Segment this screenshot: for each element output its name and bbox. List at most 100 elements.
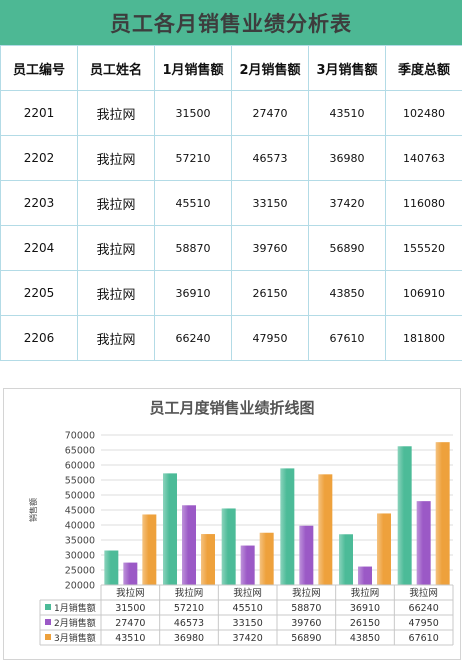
data-table-value: 66240 [409,603,439,614]
y-tick-label: 45000 [65,506,95,517]
bar-1-6 [397,446,412,585]
data-table-value: 58870 [291,603,321,614]
legend-key [45,604,51,610]
data-table-value: 57210 [174,603,204,614]
y-tick-label: 65000 [65,446,95,457]
y-tick-label: 20000 [65,581,95,592]
sales-table: 员工编号 员工姓名 1月销售额 2月销售额 3月销售额 季度总额 2201 我拉… [0,45,462,361]
cell-feb-sales[interactable]: 33150 [231,180,309,226]
cell-employee-name[interactable]: 我拉网 [77,90,155,136]
cell-mar-sales[interactable]: 37420 [308,180,386,226]
cell-jan-sales[interactable]: 45510 [154,180,232,226]
bar-1-1 [104,550,119,585]
table-row: 2204 我拉网 58870 39760 56890 155520 [0,225,462,271]
bar-2-4 [299,525,314,585]
data-table-value: 36980 [174,633,204,644]
cell-employee-id[interactable]: 2205 [0,270,78,316]
y-tick-label: 25000 [65,566,95,577]
header-feb-sales[interactable]: 2月销售额 [231,45,309,91]
cell-employee-name[interactable]: 我拉网 [77,180,155,226]
x-category-label: 我拉网 [116,587,145,599]
bar-3-5 [377,513,391,585]
cell-jan-sales[interactable]: 66240 [154,315,232,361]
cell-employee-id[interactable]: 2203 [0,180,78,226]
bar-1-3 [221,508,236,585]
x-category-label: 我拉网 [292,587,321,599]
legend-label: 3月销售额 [54,632,96,644]
cell-employee-id[interactable]: 2204 [0,225,78,271]
cell-employee-id[interactable]: 2206 [0,315,78,361]
cell-jan-sales[interactable]: 58870 [154,225,232,271]
table-row: 2206 我拉网 66240 47950 67610 181800 [0,315,462,361]
cell-employee-name[interactable]: 我拉网 [77,225,155,271]
header-employee-name[interactable]: 员工姓名 [77,45,155,91]
cell-mar-sales[interactable]: 56890 [308,225,386,271]
y-tick-label: 40000 [65,521,95,532]
data-table-value: 26150 [350,618,380,629]
y-tick-label: 70000 [65,431,95,442]
table-row: 2203 我拉网 45510 33150 37420 116080 [0,180,462,226]
data-table-value: 31500 [115,603,145,614]
cell-employee-id[interactable]: 2202 [0,135,78,181]
x-category-label: 我拉网 [409,587,438,599]
bar-3-4 [318,474,333,585]
data-table-value: 67610 [409,633,439,644]
data-table-value: 43850 [350,633,380,644]
chart-canvas: 20000 25000 30000 35000 40000 45000 50000 55000… [28,431,454,646]
x-category-label: 我拉网 [233,587,262,599]
bar-3-3 [259,532,274,585]
legend-key [45,634,51,640]
cell-mar-sales[interactable]: 67610 [308,315,386,361]
cell-jan-sales[interactable]: 31500 [154,90,232,136]
cell-mar-sales[interactable]: 36980 [308,135,386,181]
y-tick-label: 50000 [65,491,95,502]
header-jan-sales[interactable]: 1月销售额 [154,45,232,91]
data-table-value: 39760 [291,618,321,629]
bar-3-2 [201,534,215,585]
sheet-title-bar: 员工各月销售业绩分析表 [0,0,462,45]
header-mar-sales[interactable]: 3月销售额 [308,45,386,91]
header-quarter-total[interactable]: 季度总额 [385,45,462,91]
data-table-value: 27470 [115,618,145,629]
cell-employee-id[interactable]: 2201 [0,90,78,136]
cell-quarter-total[interactable]: 140763 [385,135,462,181]
cell-feb-sales[interactable]: 26150 [231,270,309,316]
y-axis-label: 销售额 [28,498,38,522]
legend-label: 2月销售额 [54,617,96,629]
data-table-value: 33150 [233,618,263,629]
data-table-value: 36910 [350,603,380,614]
cell-employee-name[interactable]: 我拉网 [77,135,155,181]
cell-jan-sales[interactable]: 57210 [154,135,232,181]
bar-2-3 [240,545,255,585]
bar-2-5 [358,566,372,585]
data-table-value: 46573 [174,618,204,629]
cell-jan-sales[interactable]: 36910 [154,270,232,316]
y-tick-label: 35000 [65,536,95,547]
data-table-value: 37420 [233,633,263,644]
x-category-label: 我拉网 [351,587,380,599]
bar-3-6 [435,442,450,585]
cell-feb-sales[interactable]: 27470 [231,90,309,136]
table-row: 2205 我拉网 36910 26150 43850 106910 [0,270,462,316]
data-table-value: 43510 [115,633,145,644]
table-row: 2201 我拉网 31500 27470 43510 102480 [0,90,462,136]
cell-feb-sales[interactable]: 47950 [231,315,309,361]
y-tick-label: 60000 [65,461,95,472]
cell-mar-sales[interactable]: 43510 [308,90,386,136]
cell-feb-sales[interactable]: 39760 [231,225,309,271]
cell-mar-sales[interactable]: 43850 [308,270,386,316]
cell-quarter-total[interactable]: 102480 [385,90,462,136]
cell-quarter-total[interactable]: 155520 [385,225,462,271]
cell-employee-name[interactable]: 我拉网 [77,315,155,361]
cell-feb-sales[interactable]: 46573 [231,135,309,181]
table-row: 2202 我拉网 57210 46573 36980 140763 [0,135,462,181]
header-employee-id[interactable]: 员工编号 [0,45,78,91]
cell-quarter-total[interactable]: 116080 [385,180,462,226]
sheet-title: 员工各月销售业绩分析表 [110,11,352,36]
cell-quarter-total[interactable]: 106910 [385,270,462,316]
cell-employee-name[interactable]: 我拉网 [77,270,155,316]
sales-chart[interactable]: 员工月度销售业绩折线图 20000 25000 30000 35000 40000 450… [3,388,461,660]
cell-quarter-total[interactable]: 181800 [385,315,462,361]
x-category-label: 我拉网 [175,587,204,599]
data-table-value: 45510 [233,603,263,614]
